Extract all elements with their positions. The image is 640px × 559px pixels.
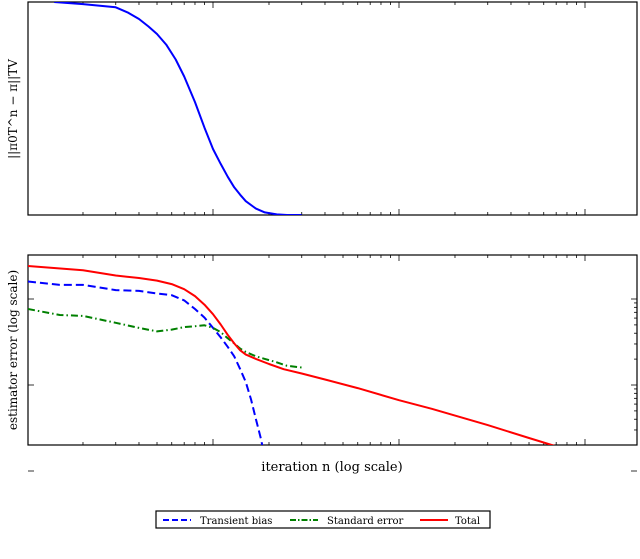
bottom-series-standard-error xyxy=(28,308,302,369)
legend-frame xyxy=(155,510,491,529)
bottom-panel: estimator error (log scale) iteration n … xyxy=(6,254,638,475)
bottom-series-transient-bias xyxy=(28,280,264,445)
top-axes-frame xyxy=(27,1,638,216)
top-x-ticks xyxy=(82,2,586,215)
legend-label-standard-error: Standard error xyxy=(327,516,403,527)
legend-label-total: Total xyxy=(455,516,480,527)
bottom-x-axis-label: iteration n (log scale) xyxy=(261,460,402,475)
bottom-series-group xyxy=(28,265,556,445)
top-y-axis-label: ||π0T^n − π||TV xyxy=(6,59,20,159)
bottom-y-ticks xyxy=(28,298,637,472)
top-panel: ||π0T^n − π||TV xyxy=(6,1,638,216)
top-series-0 xyxy=(54,2,302,215)
bottom-y-axis-label: estimator error (log scale) xyxy=(6,270,20,430)
bottom-series-total xyxy=(28,265,556,445)
top-series-group xyxy=(54,2,302,215)
legend-label-transient-bias: Transient bias xyxy=(200,516,272,527)
legend: Transient bias Standard error Total xyxy=(155,510,491,529)
bottom-axes-frame xyxy=(27,254,638,446)
bottom-x-ticks xyxy=(82,255,586,445)
